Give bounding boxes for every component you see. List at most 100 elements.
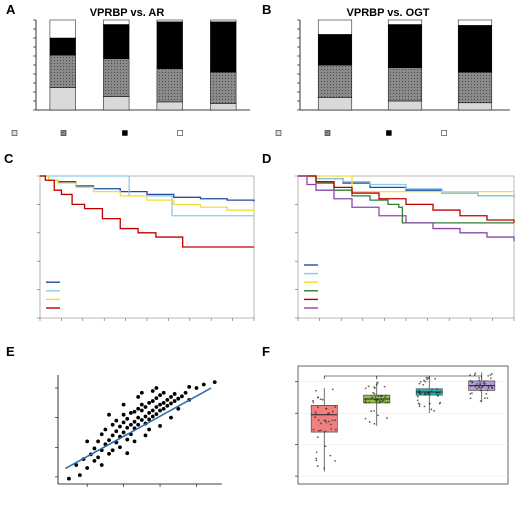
box-jitter-point <box>479 389 482 392</box>
scatter-point <box>154 396 159 401</box>
scatter-point <box>132 409 137 414</box>
scatter-point <box>154 405 159 409</box>
box-jitter-point <box>425 376 428 379</box>
scatter-point <box>125 451 130 456</box>
scatter-point <box>110 433 115 438</box>
box-jitter-point <box>386 417 388 419</box>
box-jitter-point <box>371 396 374 399</box>
scatter-point <box>165 397 170 402</box>
box-jitter-point <box>319 429 322 432</box>
bar-segment <box>49 19 76 39</box>
chart-f <box>295 365 509 485</box>
scatter-point <box>85 439 90 444</box>
box-jitter-point <box>486 389 489 392</box>
scatter-point <box>176 406 181 411</box>
scatter-point <box>158 393 162 398</box>
scatter-point <box>92 446 97 451</box>
box-jitter-point <box>418 392 421 394</box>
scatter-point <box>128 411 133 415</box>
scatter-point <box>139 418 144 422</box>
chart-d <box>295 175 515 321</box>
box-jitter-point <box>423 379 425 382</box>
scatter-point <box>150 399 155 403</box>
box-jitter-point <box>490 384 492 387</box>
box-jitter-point <box>436 394 439 396</box>
box-jitter-point <box>479 382 481 384</box>
box-jitter-point <box>418 405 421 408</box>
box-jitter-point <box>334 460 336 462</box>
box-jitter-point <box>364 417 367 420</box>
bar-segment <box>49 37 76 56</box>
box-jitter-point <box>372 391 374 394</box>
scatter-point <box>158 408 162 413</box>
scatter-point <box>132 419 137 424</box>
bar-segment <box>103 24 130 59</box>
box-jitter-point <box>314 411 317 414</box>
box-jitter-point <box>429 390 432 393</box>
box-jitter-point <box>424 393 427 396</box>
bar-segment <box>210 71 237 104</box>
chart-c <box>37 175 255 321</box>
box-jitter-point <box>384 396 386 399</box>
box-jitter-point <box>384 394 387 397</box>
km-curve <box>298 175 514 193</box>
box-jitter-point <box>373 410 376 412</box>
box-jitter-point <box>484 382 486 385</box>
box-jitter-point <box>374 396 377 398</box>
box-jitter-point <box>428 402 431 405</box>
box-jitter-point <box>474 384 477 387</box>
box-jitter-point <box>491 373 493 375</box>
scatter-point <box>201 382 206 387</box>
legend-swatch <box>386 130 392 136</box>
box-jitter-point <box>373 392 376 395</box>
bar-segment <box>317 19 353 35</box>
box-jitter-point <box>312 399 314 402</box>
box-jitter-point <box>387 401 389 404</box>
box-jitter-point <box>316 436 319 439</box>
box-jitter-point <box>380 398 383 400</box>
km-curve <box>298 175 515 223</box>
chart-b <box>275 19 510 136</box>
bar-segment <box>317 97 353 111</box>
scatter-point <box>194 386 199 390</box>
scatter-point <box>136 415 141 420</box>
km-curve <box>40 175 255 213</box>
scatter-point <box>107 438 111 443</box>
scatter-point <box>110 422 115 427</box>
scatter-point <box>212 380 217 385</box>
box-jitter-point <box>489 377 492 380</box>
scatter-point <box>132 439 137 444</box>
box-jitter-point <box>474 372 477 375</box>
box-jitter-point <box>483 384 486 386</box>
scatter-point <box>136 395 141 399</box>
box-jitter-point <box>378 401 381 404</box>
km-curve <box>298 175 515 242</box>
box-jitter-point <box>430 408 433 411</box>
box-jitter-point <box>317 396 319 399</box>
bar-segment <box>103 58 130 97</box>
box-jitter-point <box>478 386 480 389</box>
box-jitter-point <box>427 377 429 379</box>
scatter-point <box>125 425 130 430</box>
box-jitter-point <box>314 389 317 392</box>
scatter-point <box>139 402 144 407</box>
scatter-point <box>154 386 159 390</box>
legend-swatch <box>324 130 331 136</box>
bar-segment <box>387 24 423 68</box>
box-jitter-point <box>382 399 385 402</box>
box-jitter-point <box>469 392 472 395</box>
scatter-point <box>118 424 122 429</box>
box-jitter-point <box>323 467 326 470</box>
box-jitter-point <box>364 400 366 403</box>
scatter-point <box>169 395 173 399</box>
bar-segment <box>49 54 76 88</box>
box-jitter-point <box>487 385 490 388</box>
scatter-point <box>143 433 148 438</box>
scatter-point <box>180 394 184 399</box>
box-jitter-point <box>373 422 376 425</box>
box-jitter-point <box>334 419 336 422</box>
km-curve <box>40 175 254 217</box>
box-jitter-point <box>312 428 315 431</box>
panel-b-letter: B <box>262 2 271 17</box>
scatter-point <box>172 399 177 403</box>
